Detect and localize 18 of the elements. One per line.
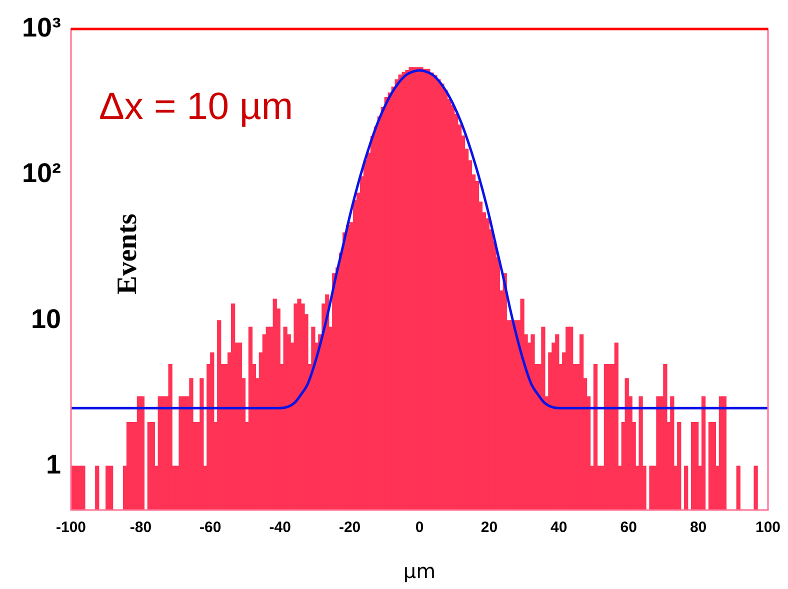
x-tick-label: 0 <box>415 519 424 536</box>
x-tick-label: 60 <box>620 519 637 536</box>
y-tick-label: 1 <box>46 450 61 480</box>
x-tick-label: -20 <box>338 519 361 536</box>
x-axis-title: µm <box>403 559 436 584</box>
x-tick-label: 100 <box>755 519 781 536</box>
y-tick-label: 10 <box>30 304 61 334</box>
y-axis-title: Events <box>112 213 144 294</box>
y-tick-label: 10³ <box>22 12 61 42</box>
annotation: Δx = 10 µm <box>99 86 294 128</box>
x-tick-label: -60 <box>200 519 222 536</box>
x-tick-label: -40 <box>269 519 291 536</box>
x-tick-label: -80 <box>130 519 152 536</box>
y-tick-label: 10² <box>22 158 61 188</box>
x-tick-label: 20 <box>480 519 498 536</box>
x-tick-label: 40 <box>550 519 568 536</box>
x-tick-label: -100 <box>56 519 86 536</box>
x-tick-label: 80 <box>690 519 707 536</box>
